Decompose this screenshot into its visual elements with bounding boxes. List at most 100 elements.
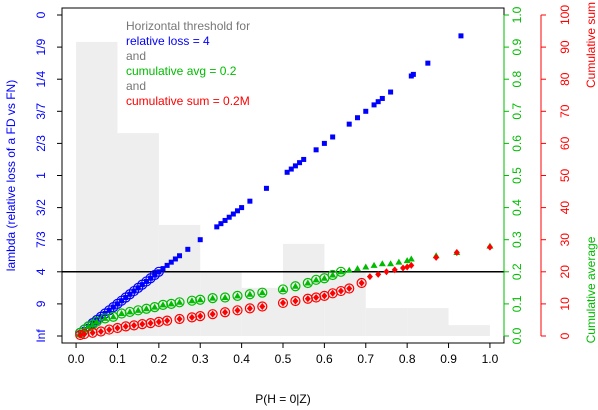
square-marker: [110, 304, 116, 310]
triangle-marker: [320, 274, 328, 281]
y-tick-label: 0: [34, 11, 48, 18]
triangle-marker: [134, 306, 142, 313]
square-marker: [313, 147, 319, 153]
triangle-marker: [395, 258, 403, 265]
diamond-marker: [81, 330, 88, 338]
square-marker: [119, 298, 125, 304]
diamond-marker: [280, 299, 286, 307]
point: [363, 108, 369, 114]
diamond-marker: [292, 297, 299, 305]
point: [433, 253, 440, 261]
circle-marker: [195, 294, 206, 305]
histogram-bar: [324, 271, 366, 336]
y3-tick-label: 0: [558, 332, 572, 339]
y2-tick-label: 0.8: [510, 71, 524, 88]
point: [387, 260, 395, 267]
annotation: and: [126, 49, 146, 63]
diamond-marker: [97, 328, 104, 336]
point: [297, 160, 303, 166]
square-marker: [168, 259, 174, 265]
diamond-marker: [304, 295, 311, 303]
point: [257, 301, 268, 312]
square-marker: [160, 266, 166, 272]
point: [222, 217, 228, 223]
triangle-marker: [329, 271, 337, 278]
triangle-marker: [387, 260, 395, 267]
y-tick-label: 3/2: [34, 199, 48, 216]
y3-tick-label: 20: [558, 265, 572, 279]
point: [388, 89, 394, 95]
square-marker: [301, 156, 307, 162]
circle-marker: [344, 283, 355, 294]
triangle-marker: [279, 285, 287, 292]
square-marker: [185, 246, 191, 252]
diamond-marker: [234, 306, 241, 314]
point: [371, 102, 377, 108]
point: [195, 310, 206, 322]
y2-tick-label: 0.9: [510, 38, 524, 55]
point: [239, 205, 245, 211]
point: [244, 303, 255, 314]
diamond-marker: [486, 243, 493, 251]
x-tick-label: 0.8: [399, 352, 416, 366]
histogram-bar: [448, 325, 490, 336]
square-marker: [388, 89, 394, 95]
y-tick-label: 4: [34, 268, 48, 275]
point: [277, 284, 289, 295]
diamond-marker: [433, 253, 440, 261]
circle-marker: [153, 266, 164, 277]
y3-tick-label: 10: [558, 297, 572, 311]
point: [379, 95, 385, 101]
y3-tick-label: 80: [558, 72, 572, 86]
point: [226, 214, 232, 220]
point: [234, 208, 240, 214]
point: [288, 166, 294, 172]
y3-axis-label: Cumulative sum: [584, 2, 598, 88]
square-marker: [214, 224, 220, 230]
triangle-marker: [345, 266, 353, 273]
y3-tick-label: 70: [558, 104, 572, 118]
point: [164, 262, 170, 268]
point: [403, 257, 411, 264]
diamond-marker: [122, 322, 129, 330]
triangle-marker: [312, 276, 320, 283]
point: [174, 297, 185, 308]
point: [197, 237, 203, 243]
point: [230, 211, 236, 217]
point: [277, 297, 289, 309]
square-marker: [222, 217, 228, 223]
histogram-bar: [200, 271, 242, 336]
triangle-marker: [151, 303, 159, 310]
point: [263, 185, 269, 191]
point: [408, 261, 415, 269]
y2-tick-label: 0.5: [510, 167, 524, 184]
square-marker: [123, 294, 129, 300]
square-marker: [143, 278, 149, 284]
y2-tick-label: 1.0: [510, 6, 524, 23]
triangle-marker: [378, 260, 386, 267]
point: [219, 292, 231, 303]
square-marker: [139, 282, 145, 288]
diamond-marker: [391, 266, 398, 274]
y3-tick-label: 50: [558, 169, 572, 183]
square-marker: [172, 256, 178, 262]
y-tick-label: 1/4: [34, 71, 48, 88]
point: [425, 60, 431, 66]
point: [356, 277, 367, 289]
square-marker: [354, 115, 360, 121]
point: [207, 309, 218, 320]
square-marker: [127, 291, 133, 297]
y3-tick-label: 100: [558, 5, 572, 25]
x-tick-label: 0.6: [316, 352, 333, 366]
diamond-marker: [89, 329, 96, 337]
circle-marker: [257, 287, 268, 298]
triangle-marker: [93, 318, 101, 325]
square-marker: [226, 214, 232, 220]
point: [195, 294, 206, 305]
x-axis-label: P(H = 0|Z): [255, 392, 310, 406]
point: [218, 221, 224, 227]
point: [391, 266, 398, 274]
circle-marker: [207, 309, 218, 320]
circle-marker: [244, 303, 255, 314]
diamond-marker: [246, 304, 253, 312]
